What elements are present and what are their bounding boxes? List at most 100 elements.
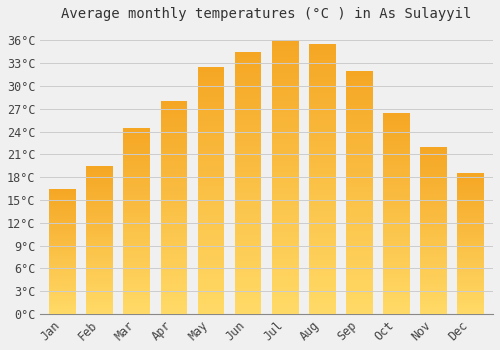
Bar [235, 131, 262, 136]
Bar [235, 183, 262, 188]
Bar [346, 226, 373, 231]
Bar [458, 306, 484, 308]
Bar [383, 290, 410, 294]
Bar [160, 127, 188, 131]
Bar [272, 62, 298, 68]
Bar [309, 287, 336, 292]
Bar [124, 292, 150, 295]
Bar [124, 239, 150, 243]
Bar [309, 265, 336, 271]
Bar [160, 259, 188, 263]
Bar [383, 121, 410, 125]
Bar [420, 157, 447, 160]
Bar [420, 197, 447, 200]
Bar [198, 225, 224, 230]
Bar [346, 183, 373, 188]
Bar [346, 119, 373, 124]
Bar [420, 163, 447, 167]
Bar [124, 176, 150, 180]
Bar [86, 255, 113, 258]
Bar [272, 259, 298, 265]
Bar [49, 266, 76, 269]
Bar [124, 206, 150, 210]
Bar [198, 176, 224, 181]
Bar [160, 169, 188, 174]
Bar [124, 184, 150, 187]
Bar [272, 166, 298, 172]
Bar [346, 246, 373, 251]
Bar [198, 156, 224, 161]
Bar [346, 163, 373, 168]
Bar [383, 129, 410, 133]
Bar [309, 249, 336, 254]
Bar [420, 210, 447, 214]
Bar [86, 296, 113, 299]
Bar [309, 120, 336, 125]
Bar [458, 173, 484, 176]
Bar [458, 297, 484, 300]
Bar [49, 301, 76, 304]
Bar [383, 278, 410, 282]
Bar [383, 117, 410, 121]
Bar [49, 312, 76, 314]
Bar [86, 264, 113, 266]
Bar [458, 193, 484, 196]
Bar [124, 288, 150, 292]
Bar [309, 217, 336, 222]
Bar [272, 41, 298, 46]
Bar [235, 68, 262, 73]
Bar [235, 251, 262, 256]
Bar [124, 132, 150, 135]
Bar [124, 198, 150, 202]
Bar [272, 199, 298, 204]
Bar [458, 199, 484, 202]
Bar [124, 143, 150, 146]
Bar [124, 266, 150, 269]
Bar [198, 166, 224, 171]
Bar [124, 191, 150, 195]
Bar [198, 299, 224, 304]
Bar [458, 202, 484, 204]
Bar [458, 303, 484, 306]
Bar [383, 141, 410, 145]
Bar [309, 77, 336, 82]
Bar [272, 57, 298, 62]
Bar [124, 236, 150, 239]
Bar [160, 225, 188, 229]
Bar [346, 265, 373, 270]
Bar [272, 79, 298, 84]
Bar [458, 311, 484, 314]
Bar [235, 152, 262, 157]
Bar [383, 302, 410, 306]
Bar [86, 234, 113, 237]
Bar [346, 134, 373, 139]
Bar [383, 261, 410, 266]
Bar [309, 244, 336, 249]
Bar [383, 253, 410, 258]
Bar [383, 165, 410, 169]
Bar [86, 204, 113, 207]
Bar [160, 178, 188, 182]
Bar [346, 260, 373, 265]
Bar [420, 237, 447, 240]
Bar [383, 286, 410, 290]
Bar [124, 128, 150, 132]
Bar [235, 89, 262, 94]
Bar [198, 97, 224, 102]
Bar [86, 243, 113, 246]
Bar [383, 282, 410, 286]
Bar [160, 114, 188, 118]
Bar [383, 266, 410, 270]
Bar [458, 294, 484, 297]
Bar [458, 272, 484, 274]
Bar [160, 101, 188, 105]
Bar [198, 111, 224, 117]
Bar [235, 173, 262, 177]
Bar [309, 44, 336, 50]
Bar [49, 198, 76, 201]
Bar [420, 310, 447, 314]
Bar [49, 241, 76, 244]
Bar [309, 281, 336, 287]
Bar [49, 244, 76, 246]
Bar [346, 168, 373, 173]
